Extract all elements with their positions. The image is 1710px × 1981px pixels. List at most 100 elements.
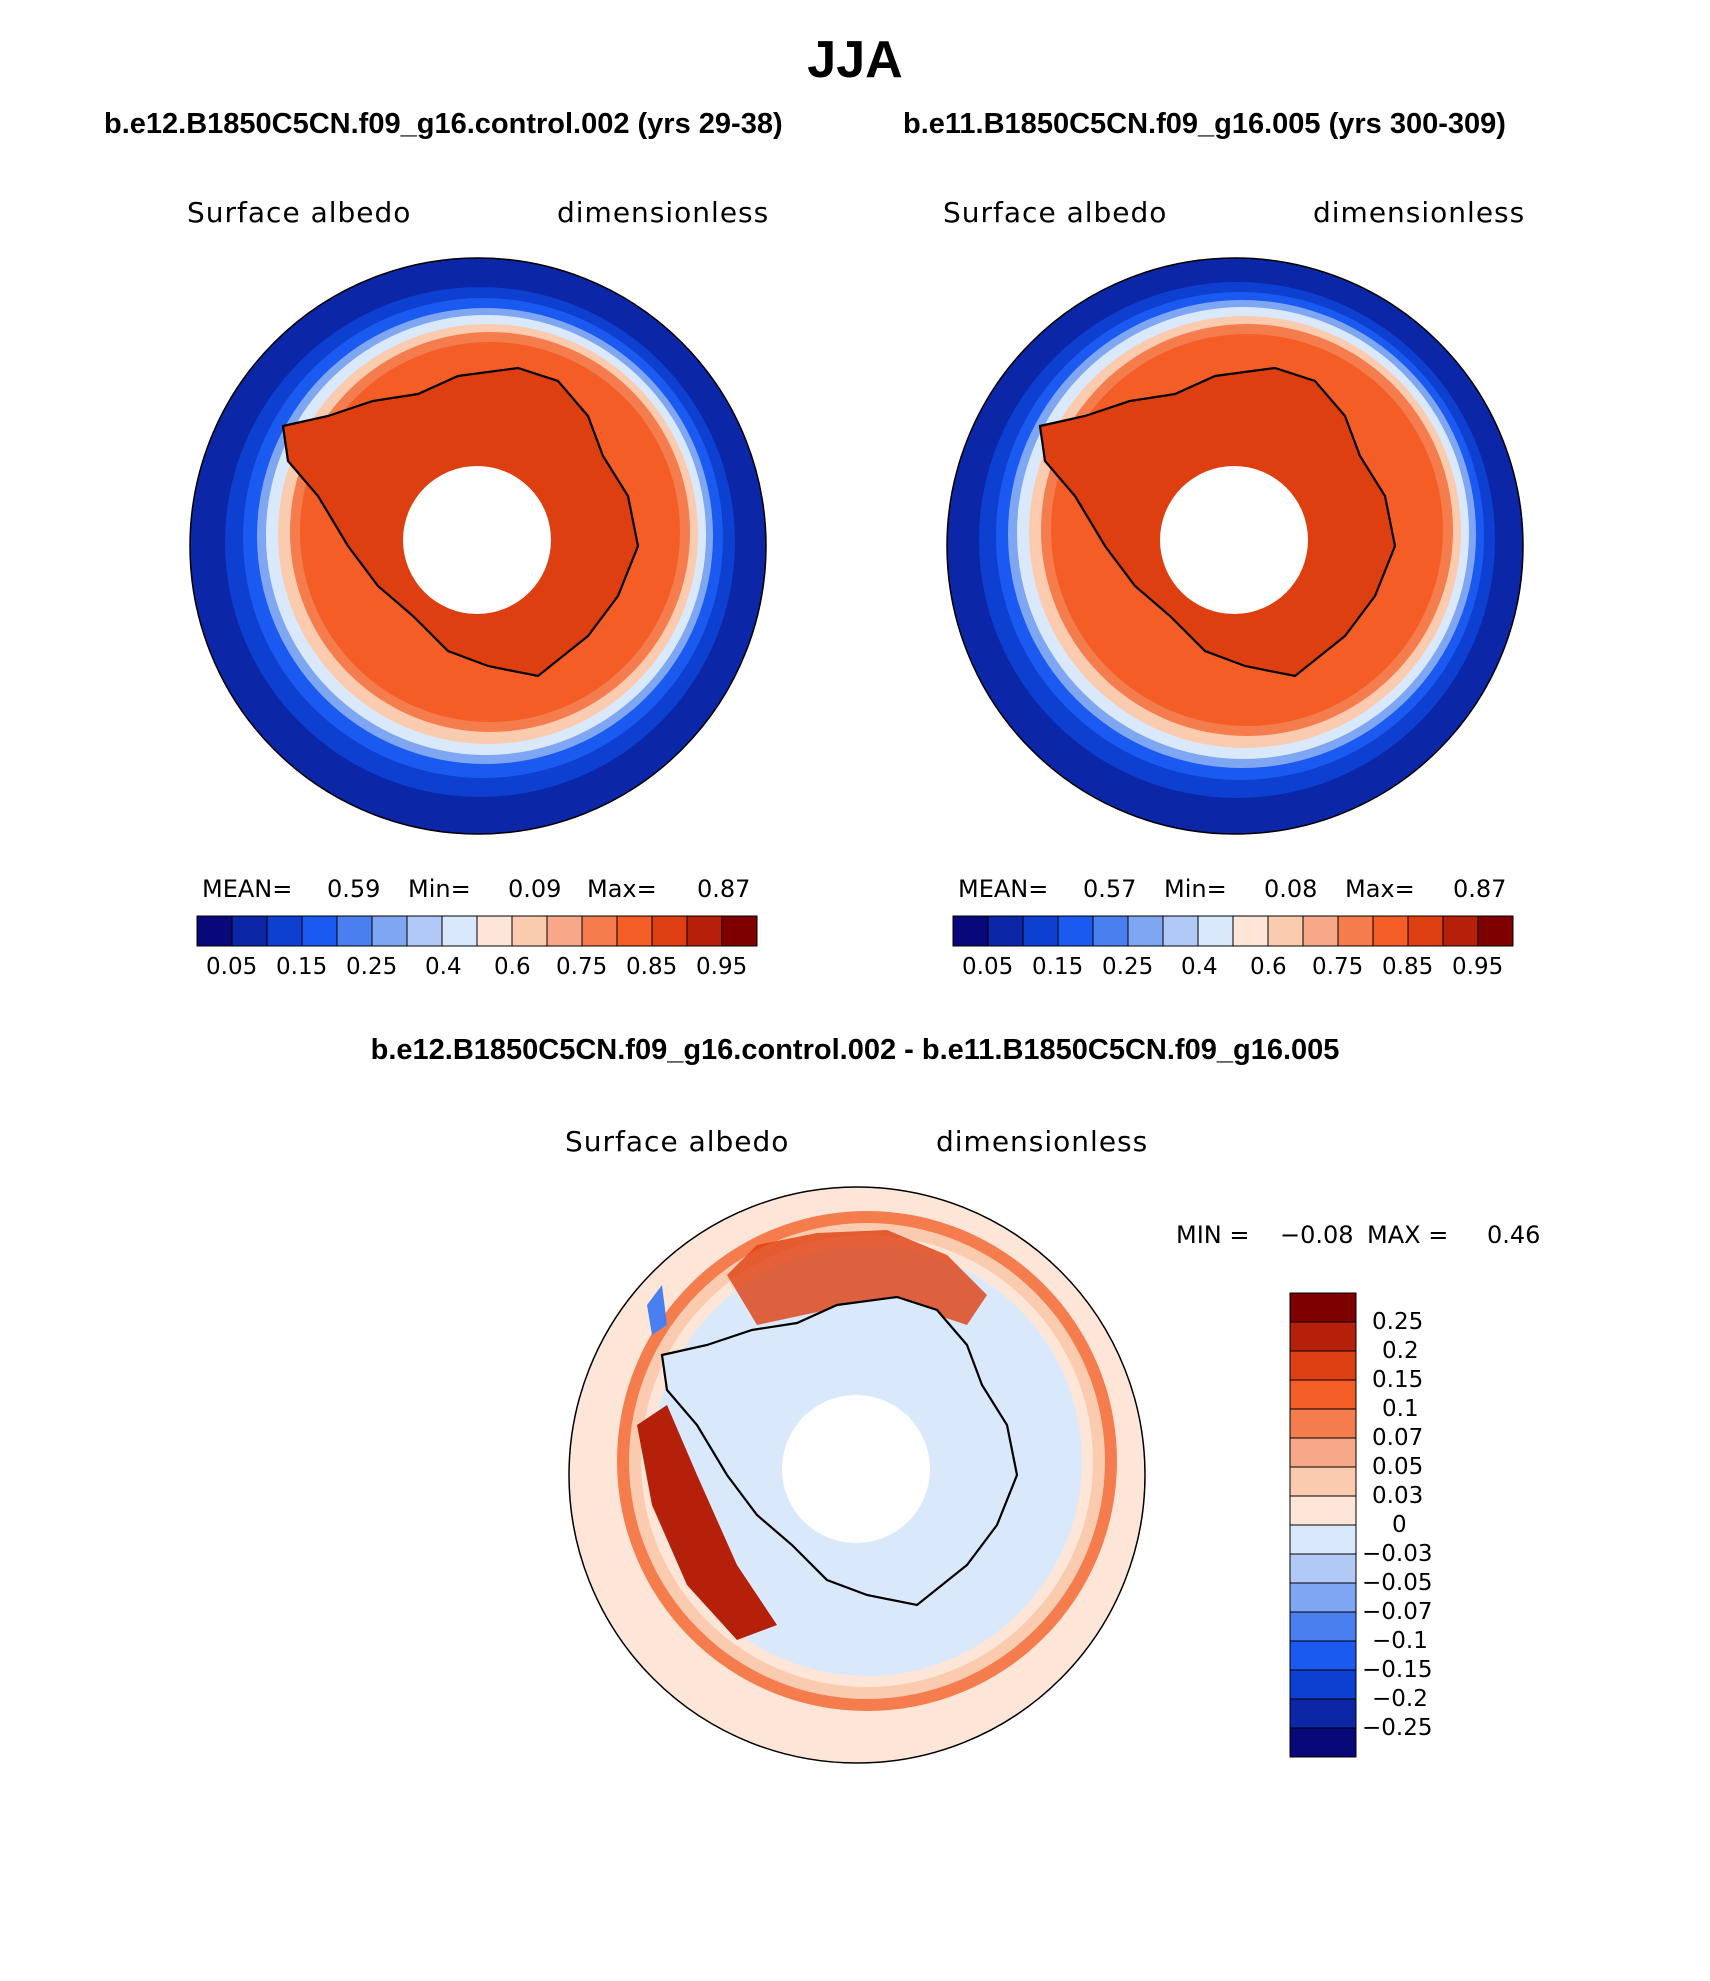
colorbar-tick-label: 0 xyxy=(1392,1512,1407,1538)
colorbar-cell xyxy=(1092,915,1129,947)
colorbar-tick-label: 0.05 xyxy=(962,954,1014,980)
diff-min-value: −0.08 xyxy=(1280,1221,1354,1249)
map-border xyxy=(568,1186,1146,1764)
colorbar-cell xyxy=(1372,915,1409,947)
colorbar-tick-label: 0.1 xyxy=(1382,1396,1419,1422)
colorbar-cell xyxy=(406,915,443,947)
colorbar-tick-label: −0.07 xyxy=(1362,1599,1433,1625)
colorbar-tick-label: 0.95 xyxy=(696,954,748,980)
colorbar-cell xyxy=(336,915,373,947)
colorbar-cell xyxy=(1289,1640,1357,1671)
colorbar-tick-label: 0.15 xyxy=(276,954,328,980)
colorbar-cell xyxy=(371,915,408,947)
left-min-label: Min= xyxy=(408,875,471,903)
left-max-label: Max= xyxy=(587,875,657,903)
colorbar-tick-label: 0.75 xyxy=(1312,954,1364,980)
colorbar-cell xyxy=(952,915,989,947)
left-mean-label: MEAN= xyxy=(202,875,293,903)
left-units-label: dimensionless xyxy=(557,196,770,229)
left-min-value: 0.09 xyxy=(508,875,562,903)
colorbar-cell xyxy=(1302,915,1339,947)
colorbar-cell xyxy=(1289,1727,1357,1758)
colorbar-cell xyxy=(721,915,758,947)
colorbar-cell xyxy=(651,915,688,947)
colorbar-tick-label: 0.6 xyxy=(1250,954,1287,980)
colorbar-tick-label: −0.15 xyxy=(1362,1657,1433,1683)
colorbar-tick-label: 0.25 xyxy=(1372,1309,1424,1335)
colorbar-cell xyxy=(1289,1524,1357,1555)
colorbar-cell xyxy=(1267,915,1304,947)
colorbar-cell xyxy=(1289,1321,1357,1352)
colorbar-cell xyxy=(1232,915,1269,947)
colorbar-tick-label: 0.25 xyxy=(1102,954,1154,980)
diff-max-value: 0.46 xyxy=(1487,1221,1541,1249)
colorbar-cell xyxy=(1289,1408,1357,1439)
colorbar-tick-label: 0.95 xyxy=(1452,954,1504,980)
diff-min-label: MIN = xyxy=(1176,1221,1250,1249)
diff-max-label: MAX = xyxy=(1367,1221,1449,1249)
colorbar-cell xyxy=(1162,915,1199,947)
antarctica-coastline xyxy=(1038,366,1397,678)
colorbar-tick-label: 0.15 xyxy=(1032,954,1084,980)
colorbar-cell xyxy=(266,915,303,947)
colorbar-cell xyxy=(196,915,233,947)
colorbar-cell xyxy=(616,915,653,947)
colorbar-cell xyxy=(441,915,478,947)
colorbar-tick-label: 0.25 xyxy=(346,954,398,980)
right-mean-value: 0.57 xyxy=(1083,875,1137,903)
figure-title: JJA xyxy=(807,31,903,89)
colorbar-cell xyxy=(1289,1669,1357,1700)
left-polar-map xyxy=(189,257,767,835)
colorbar-cell xyxy=(1289,1495,1357,1526)
left-case-title: b.e12.B1850C5CN.f09_g16.control.002 (yrs… xyxy=(104,108,783,140)
colorbar-tick-label: 0.85 xyxy=(1382,954,1434,980)
colorbar-tick-label: −0.1 xyxy=(1372,1628,1428,1654)
colorbar-tick-label: 0.75 xyxy=(556,954,608,980)
colorbar-cell xyxy=(1197,915,1234,947)
pole-hole xyxy=(782,1395,930,1543)
colorbar-tick-label: 0.4 xyxy=(425,954,462,980)
left-mean-value: 0.59 xyxy=(327,875,381,903)
map-border xyxy=(946,257,1524,835)
antarctica-coastline xyxy=(660,1295,1019,1607)
right-polar-map xyxy=(946,257,1524,835)
colorbar-cell xyxy=(581,915,618,947)
colorbar-tick-label: 0.03 xyxy=(1372,1483,1424,1509)
colorbar-tick-label: 0.07 xyxy=(1372,1425,1424,1451)
right-case-title: b.e11.B1850C5CN.f09_g16.005 (yrs 300-309… xyxy=(903,108,1506,140)
colorbar-tick-label: 0.4 xyxy=(1181,954,1218,980)
colorbar-cell xyxy=(1289,1611,1357,1642)
colorbar-cell xyxy=(546,915,583,947)
colorbar-cell xyxy=(1289,1292,1357,1323)
colorbar-tick-label: −0.05 xyxy=(1362,1570,1433,1596)
right-max-value: 0.87 xyxy=(1453,875,1507,903)
colorbar-cell xyxy=(1477,915,1514,947)
colorbar-cell xyxy=(1022,915,1059,947)
right-variable-label: Surface albedo xyxy=(943,196,1168,229)
colorbar-tick-label: 0.85 xyxy=(626,954,678,980)
colorbar-cell xyxy=(231,915,268,947)
right-max-label: Max= xyxy=(1345,875,1415,903)
colorbar-cell xyxy=(301,915,338,947)
colorbar-cell xyxy=(476,915,513,947)
left-variable-label: Surface albedo xyxy=(187,196,412,229)
colorbar-tick-label: 0.05 xyxy=(1372,1454,1424,1480)
colorbar-cell xyxy=(1289,1698,1357,1729)
antarctica-coastline xyxy=(281,366,640,678)
diff-title: b.e12.B1850C5CN.f09_g16.control.002 - b.… xyxy=(370,1034,1340,1066)
colorbar-cell xyxy=(1442,915,1479,947)
colorbar-cell xyxy=(1289,1582,1357,1613)
colorbar-cell xyxy=(1289,1379,1357,1410)
left-colorbar xyxy=(196,915,758,947)
colorbar-cell xyxy=(1289,1350,1357,1381)
right-units-label: dimensionless xyxy=(1313,196,1526,229)
diff-variable-label: Surface albedo xyxy=(565,1125,790,1158)
right-mean-label: MEAN= xyxy=(958,875,1049,903)
right-colorbar xyxy=(952,915,1514,947)
pole-hole xyxy=(1160,466,1308,614)
right-min-value: 0.08 xyxy=(1264,875,1318,903)
colorbar-tick-label: 0.15 xyxy=(1372,1367,1424,1393)
negative-anomaly-patch xyxy=(647,1285,667,1335)
colorbar-tick-label: 0.2 xyxy=(1382,1338,1419,1364)
colorbar-tick-label: −0.25 xyxy=(1362,1715,1433,1741)
